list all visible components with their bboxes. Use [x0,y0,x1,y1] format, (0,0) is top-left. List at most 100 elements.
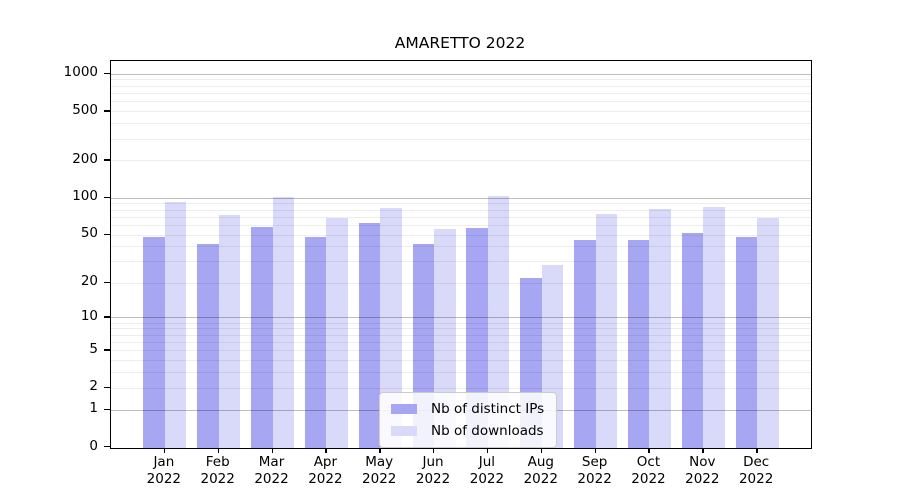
gridline-minor [111,203,811,205]
gridline-minor [111,350,811,352]
gridline-minor [111,234,811,236]
gridline-minor [111,79,811,81]
gridline-minor [111,322,811,324]
y-tick-label: 100 [72,188,98,205]
y-tick-label: 200 [72,150,98,167]
x-tick-mark [594,448,596,453]
gridline-minor [111,101,811,103]
plot-area [110,60,812,449]
y-tick-mark [104,159,110,161]
x-tick-label: Apr 2022 [308,454,343,487]
y-tick-mark [104,233,110,235]
bar-downloads-oct [649,208,671,448]
x-tick-label: May 2022 [362,454,397,487]
x-tick-label: Feb 2022 [200,454,235,487]
x-tick-mark [540,448,543,453]
gridline-minor [111,261,811,263]
x-tick-label: Sep 2022 [577,454,612,487]
bar-ips-jan [143,236,165,448]
x-tick-label: Dec 2022 [738,454,774,487]
gridline-major [111,73,811,75]
x-tick-label: Oct 2022 [631,454,666,487]
legend-swatch-downloads [391,426,417,436]
legend-item-downloads: Nb of downloads [391,423,544,439]
legend-item-distinct-ips: Nb of distinct IPs [391,401,544,417]
bar-downloads-may [380,208,402,448]
gridline-minor [111,224,811,226]
y-tick-label: 20 [80,273,98,290]
x-tick-label: Nov 2022 [685,454,720,487]
x-tick-mark [217,448,220,453]
y-tick-mark [104,72,110,75]
gridline-minor [111,111,811,113]
bar-downloads-mar [272,197,295,448]
x-tick-mark [433,448,435,453]
gridline-minor [111,360,811,362]
y-tick-mark [104,110,110,112]
gridline-minor [111,85,811,87]
gridline-minor [111,138,811,140]
y-tick-mark [104,281,110,283]
bar-downloads-dec [757,218,779,448]
x-tick-label: Mar 2022 [254,454,289,487]
x-tick-mark [486,448,489,453]
y-tick-mark [104,386,110,389]
y-tick-label: 500 [72,101,98,118]
bar-ips-nov [681,232,704,448]
gridline-minor [111,387,811,389]
y-tick-label: 10 [80,307,98,324]
chart-title: AMARETTO 2022 [394,34,526,52]
gridline-minor [111,282,811,284]
y-tick-label: 50 [80,225,98,242]
y-tick-label: 1 [89,400,98,417]
bar-downloads-sep [595,213,618,448]
y-tick-label: 5 [89,340,98,357]
gridline-minor [111,341,811,343]
legend: Nb of distinct IPs Nb of downloads [379,392,558,448]
y-tick-mark [104,408,110,410]
x-tick-mark [648,448,650,453]
bar-downloads-jul [487,195,510,448]
bar-downloads-nov [703,206,725,448]
y-tick-mark [104,349,110,351]
x-tick-label: Jul 2022 [469,454,505,487]
gridline-minor [111,328,811,330]
x-tick-label: Aug 2022 [523,454,558,487]
gridline-major [111,197,811,199]
gridline-minor [111,209,811,211]
x-tick-label: Jun 2022 [415,454,451,487]
x-tick-label: Jan 2022 [146,454,182,487]
gridline-minor [111,123,811,125]
x-tick-mark [702,448,704,453]
bar-ips-feb [197,243,219,448]
gridline-minor [111,246,811,248]
bar-ips-oct [627,240,650,448]
y-tick-mark [104,446,110,448]
x-tick-mark [271,448,273,453]
bar-downloads-feb [218,215,241,448]
gridline-minor [111,334,811,336]
x-tick-mark [163,448,166,453]
gridline-minor [111,160,811,162]
gridline-major [111,317,811,319]
x-tick-mark [325,448,327,453]
bar-downloads-apr [326,218,348,448]
bar-ips-sep [574,240,596,448]
bar-ips-mar [251,226,273,448]
gridline-minor [111,216,811,218]
gridline-minor [111,372,811,374]
bar-ips-dec [735,236,758,448]
legend-label-distinct-ips: Nb of distinct IPs [431,401,545,417]
bar-ips-apr [304,236,327,448]
y-tick-label: 0 [89,437,98,454]
y-tick-label: 2 [89,378,98,395]
y-tick-mark [104,316,110,318]
x-tick-mark [379,448,381,453]
x-tick-mark [756,448,758,453]
bar-ips-may [358,223,381,448]
bar-downloads-jan [164,201,187,448]
legend-swatch-distinct-ips [391,404,417,414]
gridline-minor [111,92,811,94]
legend-label-downloads: Nb of downloads [431,423,544,439]
